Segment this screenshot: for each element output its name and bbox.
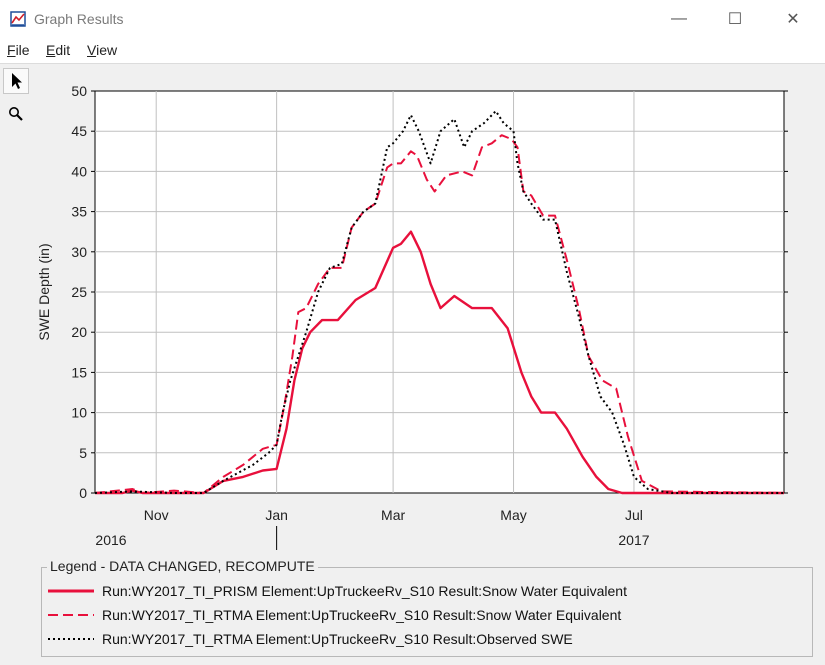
legend-swatch-dashed [48,614,94,616]
series-line-dotted [94,110,784,494]
pointer-tool-button[interactable] [3,68,29,94]
y-tick-label: 35 [71,204,87,220]
y-tick-label: 50 [71,83,87,99]
x-tick-label: May [500,507,526,523]
close-button[interactable]: ✕ [770,0,816,38]
y-tick-label: 10 [71,405,87,421]
legend-label: Run:WY2017_TI_PRISM Element:UpTruckeeRv_… [102,583,627,599]
x-tick-label: Jan [265,507,288,523]
close-icon: ✕ [786,11,800,28]
pointer-icon [12,73,22,89]
y-tick-label: 40 [71,163,87,179]
menu-file[interactable]: File [7,42,30,58]
y-tick-label: 5 [79,445,87,461]
x-year-label: 2016 [95,532,126,548]
y-tick-label: 30 [71,244,87,260]
y-axis-label: SWE Depth (in) [36,243,52,340]
y-tick-label: 45 [71,123,87,139]
window-title: Graph Results [34,11,124,27]
x-year-label: 2017 [618,532,649,548]
swe-chart: 0 5 10 15 20 25 30 35 40 45 50 Nov Jan Mar May Jul 2016… [36,83,788,550]
y-tick-label: 15 [71,364,87,380]
title-bar: Graph Results — ☐ ✕ [0,0,825,38]
menu-view[interactable]: View [87,42,118,58]
legend-entry-observed: Run:WY2017_TI_RTMA Element:UpTruckeeRv_S… [48,629,573,649]
grid-lines [95,91,784,493]
x-tick-label: Mar [381,507,405,523]
x-tick-label: Jul [625,507,643,523]
zoom-icon [9,107,23,121]
x-tick-label: Nov [144,507,169,523]
series-line-solid [95,230,784,495]
menu-edit[interactable]: Edit [46,42,71,58]
menu-bar: File Edit View [0,38,825,64]
maximize-button[interactable]: ☐ [712,0,758,38]
minimize-icon: — [671,10,687,27]
legend-swatch-dotted [48,638,94,640]
y-tick-label: 0 [79,485,87,501]
maximize-icon: ☐ [727,11,743,28]
legend-entry-rtma: Run:WY2017_TI_RTMA Element:UpTruckeeRv_S… [48,605,621,625]
series-lines [94,110,785,495]
x-axis-ticks: Nov Jan Mar May Jul 2016 2017 [95,507,650,550]
y-tick-label: 25 [71,284,87,300]
app-icon [10,11,26,27]
legend-entry-prism: Run:WY2017_TI_PRISM Element:UpTruckeeRv_… [48,581,627,601]
minimize-button[interactable]: — [656,0,702,38]
legend-swatch-solid [48,589,94,593]
series-line-dashed [94,134,785,494]
legend-label: Run:WY2017_TI_RTMA Element:UpTruckeeRv_S… [102,607,622,623]
zoom-tool-button[interactable] [3,101,29,127]
legend-label: Run:WY2017_TI_RTMA Element:UpTruckeeRv_S… [102,631,573,647]
y-tick-label: 20 [71,324,87,340]
legend-title: Legend - DATA CHANGED, RECOMPUTE [47,558,318,574]
legend: Legend - DATA CHANGED, RECOMPUTE Run:WY2… [41,558,813,657]
y-axis-ticks: 0 5 10 15 20 25 30 35 40 45 50 [71,83,788,501]
